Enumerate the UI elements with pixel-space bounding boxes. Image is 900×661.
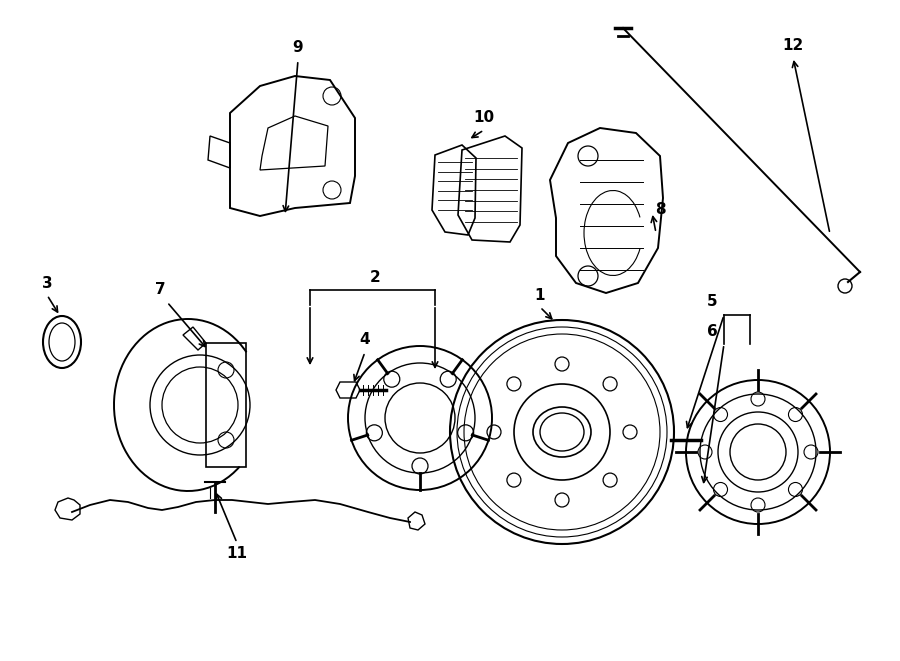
Text: 9: 9	[292, 40, 303, 54]
Text: 7: 7	[155, 282, 166, 297]
Text: 12: 12	[782, 38, 804, 52]
Text: 10: 10	[473, 110, 495, 126]
Text: 3: 3	[41, 276, 52, 290]
Text: 1: 1	[535, 288, 545, 303]
Text: 6: 6	[706, 325, 717, 340]
Text: 11: 11	[227, 545, 248, 561]
Text: 4: 4	[360, 332, 370, 348]
Text: 8: 8	[654, 202, 665, 217]
Text: 5: 5	[706, 295, 717, 309]
Text: 2: 2	[370, 270, 381, 286]
